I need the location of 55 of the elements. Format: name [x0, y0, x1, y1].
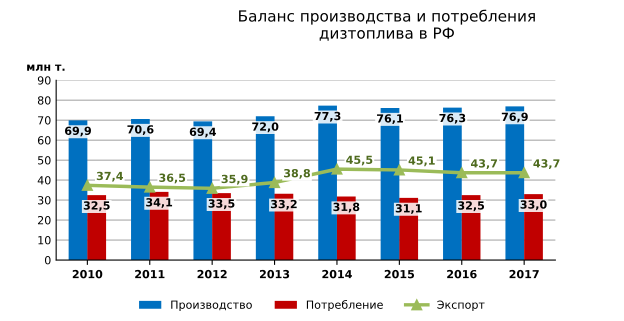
- data-label: 43,7: [533, 159, 560, 169]
- data-label: 72,0: [252, 122, 278, 132]
- point: [82, 180, 93, 191]
- y-tick-label: 50: [38, 156, 51, 165]
- data-label: 37,4: [96, 172, 123, 182]
- point: [144, 182, 156, 193]
- data-label: 69,9: [64, 126, 91, 136]
- legend-label: Потребление: [306, 300, 383, 311]
- point: [456, 167, 468, 178]
- y-tick-label: 40: [38, 176, 51, 184]
- data-label: 31,8: [333, 202, 360, 213]
- chart-title: Баланс производства и потребления дизтоплива в РФ: [239, 10, 535, 41]
- data-label: 45,1: [408, 156, 435, 166]
- data-label: 35,9: [222, 174, 248, 185]
- data-label: 32,5: [84, 201, 110, 212]
- y-tick-label: 90: [38, 76, 51, 85]
- x-tick-label: 2017: [510, 270, 539, 278]
- y-tick-label: 80: [38, 96, 51, 105]
- legend-label: Экспорт: [437, 300, 485, 311]
- x-tick-label: 2015: [384, 270, 414, 278]
- point: [518, 167, 530, 178]
- data-label: 33,2: [270, 200, 297, 210]
- data-label: 43,7: [470, 159, 498, 169]
- x-tick-label: 2010: [72, 270, 102, 278]
- y-tick-label: 70: [38, 116, 51, 125]
- data-label: 33,0: [520, 200, 547, 210]
- y-tick-label: 0: [44, 256, 51, 264]
- data-label: 76,1: [377, 114, 403, 124]
- x-tick-label: 2013: [260, 270, 290, 278]
- data-label: 45,5: [346, 156, 372, 166]
- x-tick-label: 2016: [447, 270, 477, 278]
- data-label: 38,8: [284, 168, 310, 179]
- data-label: 33,5: [208, 199, 234, 210]
- data-label: 31,1: [396, 204, 422, 214]
- data-label: 32,5: [458, 201, 484, 212]
- y-tick-label: 30: [38, 196, 51, 204]
- y-tick-label: 10: [38, 236, 51, 244]
- y-axis-title: млн т.: [27, 64, 64, 71]
- y-tick-label: 20: [38, 216, 51, 224]
- point: [269, 176, 280, 188]
- point: [394, 164, 405, 176]
- data-label: 34,1: [146, 198, 172, 208]
- data-label: 77,3: [314, 112, 340, 122]
- data-label: 36,5: [159, 174, 186, 184]
- x-tick-label: 2012: [198, 270, 227, 278]
- data-label: 76,9: [502, 112, 528, 122]
- legend-label: Производство: [171, 300, 252, 311]
- x-tick-label: 2014: [322, 270, 352, 278]
- data-label: 76,3: [439, 114, 466, 124]
- data-label: 69,4: [190, 128, 216, 138]
- x-tick-label: 2011: [135, 270, 164, 278]
- point: [331, 164, 343, 175]
- point: [206, 182, 218, 194]
- y-tick-label: 60: [38, 136, 51, 145]
- data-label: 70,6: [127, 125, 154, 136]
